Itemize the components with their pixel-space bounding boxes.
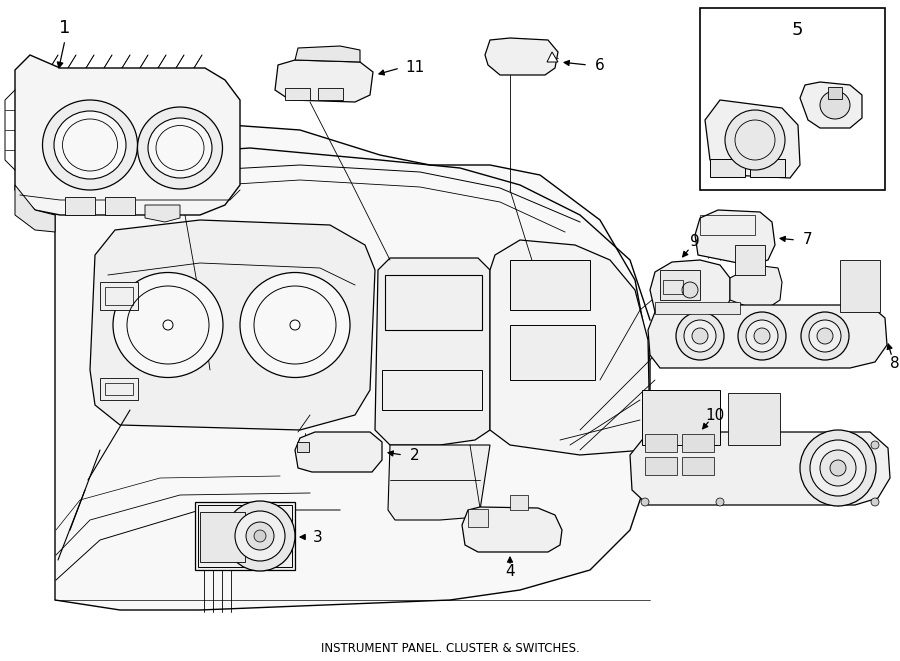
Polygon shape [388, 445, 490, 520]
Bar [105, 383, 133, 395]
Polygon shape [547, 52, 558, 62]
Polygon shape [15, 55, 240, 215]
Bar [840, 260, 880, 312]
Bar [200, 512, 245, 562]
Polygon shape [462, 507, 562, 552]
Circle shape [801, 312, 849, 360]
Bar [728, 393, 780, 445]
Circle shape [746, 320, 778, 352]
Polygon shape [275, 60, 373, 102]
Ellipse shape [113, 272, 223, 377]
Polygon shape [630, 432, 890, 505]
Circle shape [725, 110, 785, 170]
Bar [195, 502, 295, 570]
Bar [297, 442, 309, 452]
Ellipse shape [240, 272, 350, 377]
Polygon shape [90, 220, 375, 430]
Bar [318, 88, 343, 100]
Polygon shape [295, 46, 360, 62]
Text: INSTRUMENT PANEL. CLUSTER & SWITCHES.: INSTRUMENT PANEL. CLUSTER & SWITCHES. [320, 641, 580, 654]
Bar [198, 505, 292, 567]
Circle shape [684, 320, 716, 352]
Text: 2: 2 [410, 447, 419, 463]
Circle shape [738, 312, 786, 360]
Circle shape [871, 498, 879, 506]
Circle shape [225, 501, 295, 571]
Ellipse shape [54, 111, 126, 179]
Bar [660, 270, 700, 300]
Text: 9: 9 [690, 235, 700, 249]
Text: 4: 4 [505, 564, 515, 580]
Circle shape [871, 441, 879, 449]
Circle shape [692, 328, 708, 344]
Circle shape [641, 498, 649, 506]
Polygon shape [490, 240, 650, 455]
Circle shape [682, 282, 698, 298]
Text: 7: 7 [803, 233, 813, 247]
Bar [828, 87, 842, 99]
Text: 3: 3 [313, 529, 323, 545]
Ellipse shape [138, 107, 222, 189]
Text: 11: 11 [405, 61, 425, 75]
Text: 1: 1 [59, 19, 71, 37]
Polygon shape [55, 120, 650, 610]
Circle shape [830, 460, 846, 476]
Ellipse shape [42, 100, 138, 190]
Polygon shape [695, 210, 775, 265]
Polygon shape [295, 432, 382, 472]
Polygon shape [800, 82, 862, 128]
Bar [510, 260, 590, 310]
Bar [510, 495, 528, 510]
Polygon shape [705, 100, 800, 178]
Bar [735, 245, 765, 275]
Circle shape [810, 440, 866, 496]
Bar [105, 287, 133, 305]
Polygon shape [375, 258, 490, 445]
Bar [700, 215, 755, 235]
Circle shape [817, 328, 833, 344]
Circle shape [246, 522, 274, 550]
Circle shape [676, 312, 724, 360]
Circle shape [820, 450, 856, 486]
Bar [700, 8, 885, 190]
Polygon shape [730, 265, 782, 312]
Bar [682, 457, 714, 475]
Circle shape [254, 530, 266, 542]
Bar [100, 282, 138, 310]
Circle shape [809, 320, 841, 352]
Circle shape [290, 320, 300, 330]
Text: 6: 6 [595, 58, 605, 73]
Polygon shape [145, 205, 180, 222]
Bar [682, 434, 714, 452]
Text: 8: 8 [890, 356, 900, 371]
Bar [710, 159, 745, 177]
Bar [510, 325, 595, 380]
Bar [645, 434, 677, 452]
Circle shape [800, 430, 876, 506]
Polygon shape [485, 38, 558, 75]
Bar [645, 457, 677, 475]
Bar [285, 88, 310, 100]
Bar [663, 280, 683, 294]
Circle shape [235, 511, 285, 561]
Bar [642, 390, 720, 445]
Bar [100, 378, 138, 400]
Polygon shape [648, 305, 887, 368]
Text: 10: 10 [706, 407, 724, 422]
Bar [65, 197, 95, 215]
Circle shape [754, 328, 770, 344]
Circle shape [716, 498, 724, 506]
Polygon shape [15, 185, 55, 232]
Bar [750, 159, 785, 177]
Bar [382, 370, 482, 410]
Bar [385, 275, 482, 330]
Bar [468, 509, 488, 527]
Bar [105, 197, 135, 215]
Ellipse shape [148, 118, 212, 178]
Text: 5: 5 [791, 21, 803, 39]
Bar [655, 302, 740, 314]
Ellipse shape [820, 91, 850, 119]
Circle shape [163, 320, 173, 330]
Polygon shape [650, 260, 730, 325]
